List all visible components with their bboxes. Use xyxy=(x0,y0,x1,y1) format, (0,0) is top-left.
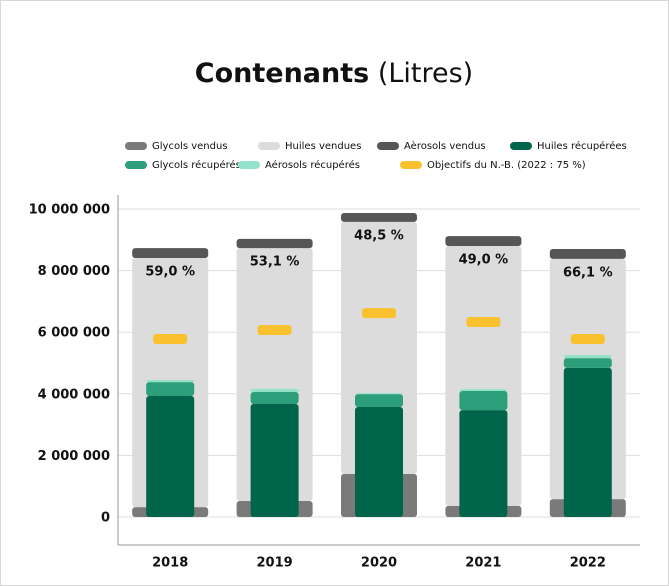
objective-marker xyxy=(362,308,396,319)
legend-swatch xyxy=(238,161,260,169)
x-tick-label: 2021 xyxy=(465,556,501,571)
objective-marker xyxy=(257,325,292,336)
rate-label: 53,1 % xyxy=(250,255,300,270)
objective-marker xyxy=(466,317,501,328)
y-tick-label: 6 000 000 xyxy=(38,326,110,341)
sold-bar xyxy=(445,236,522,246)
rate-label: 48,5 % xyxy=(354,228,404,243)
recovered-bar xyxy=(250,391,299,404)
x-tick-label: 2020 xyxy=(361,556,397,571)
recovered-bar xyxy=(563,367,612,517)
x-tick-label: 2019 xyxy=(257,556,293,571)
recovered-bar xyxy=(355,394,403,408)
recovered-bar xyxy=(563,354,612,359)
legend-swatch xyxy=(377,142,399,150)
x-tick-label: 2022 xyxy=(570,556,606,571)
legend-label: Glycols récupérés xyxy=(152,159,241,171)
sold-bar xyxy=(132,248,209,258)
rate-label: 66,1 % xyxy=(563,265,613,280)
rate-label: 49,0 % xyxy=(459,252,509,267)
title-unit: (Litres) xyxy=(378,58,473,89)
legend-swatch xyxy=(125,161,147,169)
recovered-bar xyxy=(146,395,195,517)
title-main: Contenants xyxy=(195,58,369,89)
sold-bar xyxy=(549,249,626,259)
objective-marker xyxy=(570,333,605,344)
recovered-bar xyxy=(459,410,508,517)
legend-swatch xyxy=(510,142,532,150)
recovered-bar xyxy=(250,388,299,392)
sold-bar xyxy=(236,238,313,249)
recovered-bar xyxy=(250,403,299,517)
objective-marker xyxy=(153,333,188,344)
x-tick-label: 2018 xyxy=(152,556,188,571)
legend-label: Aèrosols vendus xyxy=(404,140,486,152)
legend-label: Glycols vendus xyxy=(152,141,228,152)
recovered-bar xyxy=(459,391,508,411)
recovered-bar xyxy=(459,389,508,392)
sold-bar xyxy=(341,213,417,222)
y-tick-label: 0 xyxy=(101,511,110,526)
recovered-bar xyxy=(563,358,612,368)
chart-title: Contenants (Litres) xyxy=(195,58,473,89)
y-tick-label: 8 000 000 xyxy=(38,264,110,279)
legend-swatch xyxy=(258,142,280,150)
legend-swatch xyxy=(400,161,422,169)
legend-swatch xyxy=(125,142,147,150)
legend-label: Huiles récupérées xyxy=(537,140,627,152)
rate-label: 59,0 % xyxy=(145,264,195,279)
recovered-bar xyxy=(146,382,195,396)
recovered-bar xyxy=(355,393,403,395)
y-tick-label: 2 000 000 xyxy=(38,449,110,464)
legend-label: Huiles vendues xyxy=(285,141,361,152)
legend-label: Objectifs du N.-B. (2022 : 75 %) xyxy=(427,160,586,171)
y-tick-label: 4 000 000 xyxy=(38,387,110,402)
legend-label: Aérosols récupérés xyxy=(265,159,360,171)
recovered-bar xyxy=(146,379,195,383)
recovered-bar xyxy=(355,407,403,517)
y-tick-label: 10 000 000 xyxy=(29,203,110,218)
